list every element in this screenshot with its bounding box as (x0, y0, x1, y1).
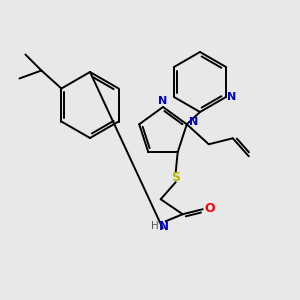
Text: N: N (159, 220, 169, 233)
Text: N: N (158, 96, 168, 106)
Text: S: S (171, 171, 180, 184)
Text: N: N (189, 117, 198, 127)
Text: O: O (204, 202, 215, 215)
Text: H: H (151, 221, 159, 231)
Text: N: N (227, 92, 237, 102)
